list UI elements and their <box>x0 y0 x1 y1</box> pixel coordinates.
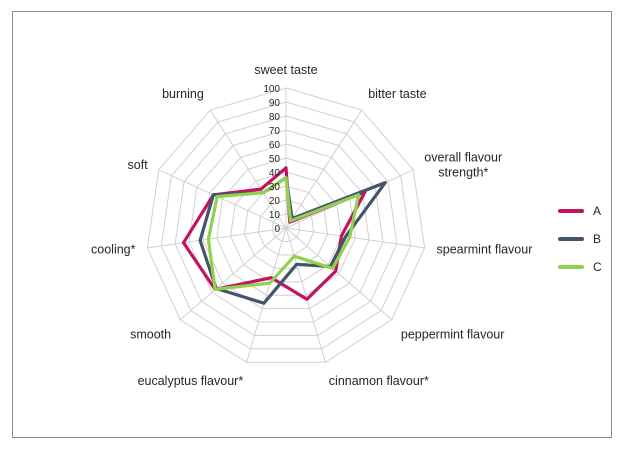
tick-label: 30 <box>269 182 281 193</box>
legend-item-B: B <box>558 230 618 258</box>
grid-spoke <box>158 169 287 229</box>
grid-spoke <box>209 109 287 229</box>
category-label-line: strength* <box>438 165 488 179</box>
series-group <box>181 166 387 305</box>
category-label: sweet taste <box>254 63 317 77</box>
legend-item-A: A <box>558 202 618 230</box>
category-label: spearmint flavour <box>437 243 533 257</box>
tick-label: 10 <box>269 210 281 221</box>
series-line-C <box>206 176 361 291</box>
tick-label: 70 <box>269 126 281 137</box>
grid-spoke <box>285 109 363 229</box>
grid-spoke <box>246 227 287 363</box>
category-label: burning <box>162 87 204 101</box>
category-label: eucalyptus flavour* <box>138 374 244 388</box>
grid-ring <box>160 101 412 350</box>
grid-spoke <box>285 227 393 321</box>
grid-ring <box>174 115 398 336</box>
tick-label: 0 <box>274 224 280 235</box>
tick-label: 40 <box>269 168 281 179</box>
category-label: smooth <box>130 328 171 342</box>
category-label: soft <box>128 158 149 172</box>
grid-spoke <box>285 227 425 249</box>
tick-labels: 0 10 20 30 40 50 60 70 80 90 100 <box>263 84 280 235</box>
legend-item-C: C <box>558 258 618 286</box>
chart-frame: sweet taste bitter taste overall flavour st… <box>12 11 612 438</box>
legend-label: A <box>593 204 602 218</box>
grid-ring <box>146 87 426 363</box>
category-labels: sweet taste bitter taste overall flavourst… <box>91 63 532 388</box>
category-label: bitter taste <box>368 87 426 101</box>
tick-label: 60 <box>269 140 281 151</box>
legend-label: C <box>593 260 602 274</box>
radar-grid <box>146 87 426 363</box>
grid-spoke <box>285 227 326 363</box>
grid-ring <box>188 129 384 323</box>
category-label: cooling* <box>91 243 136 257</box>
grid-spoke <box>147 227 287 249</box>
legend-swatch <box>558 237 584 241</box>
legend-label: B <box>593 232 602 246</box>
category-label-line: overall flavour <box>424 150 502 164</box>
series-line-B <box>198 176 387 305</box>
tick-label: 50 <box>269 154 281 165</box>
grid-spoke <box>179 227 287 321</box>
grid-ring <box>271 213 301 242</box>
grid-ring <box>202 143 370 310</box>
category-label: peppermint flavour <box>401 328 505 342</box>
tick-label: 90 <box>269 98 281 109</box>
tick-label: 20 <box>269 196 281 207</box>
tick-label: 100 <box>263 84 280 95</box>
grid-ring <box>230 171 342 283</box>
category-label: cinnamon flavour* <box>329 374 429 388</box>
legend-swatch <box>558 265 584 269</box>
tick-label: 80 <box>269 112 281 123</box>
radar-chart: sweet taste bitter taste overall flavourst… <box>91 63 532 388</box>
legend-swatch <box>558 209 584 213</box>
